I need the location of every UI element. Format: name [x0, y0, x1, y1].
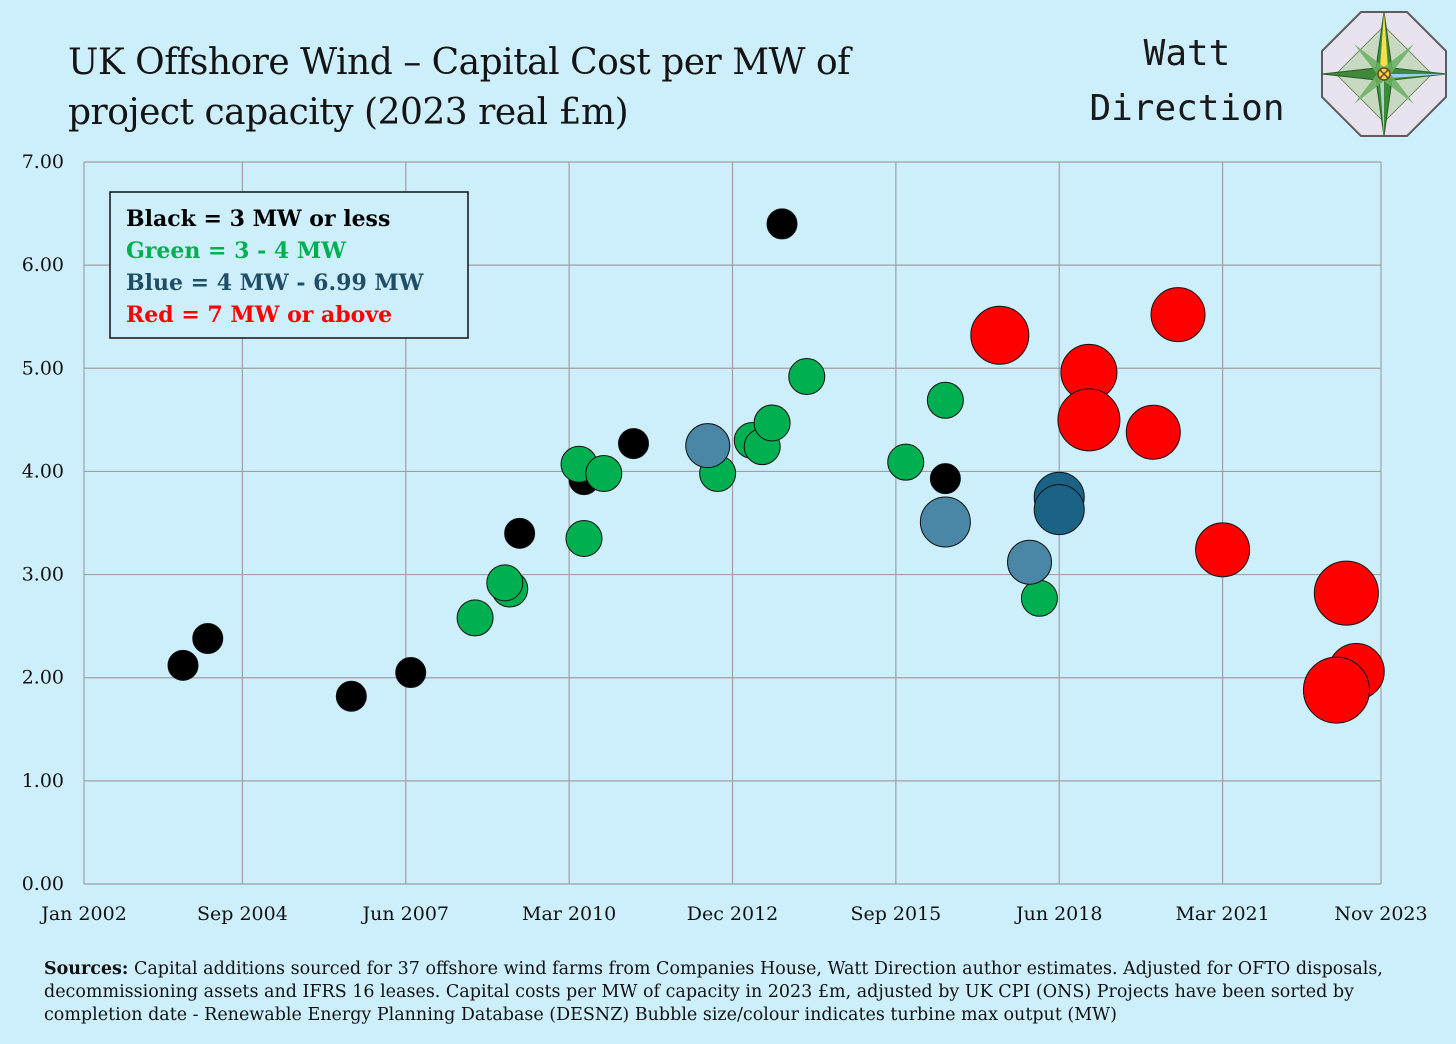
data-point-red: [970, 305, 1030, 365]
y-tick-label: 1.00: [22, 770, 64, 792]
brand-line-2: Direction: [1089, 88, 1285, 129]
x-tick-label: Mar 2021: [1175, 903, 1269, 925]
y-tick-label: 2.00: [22, 667, 64, 689]
data-point-blue: [919, 496, 971, 548]
data-point-black: [504, 517, 536, 549]
sources-label: Sources:: [44, 959, 129, 979]
data-point-blue: [1033, 484, 1085, 536]
sources-note: Sources: Capital additions sourced for 3…: [44, 958, 1414, 1027]
y-tick-label: 3.00: [22, 564, 64, 586]
data-point-red: [1313, 560, 1379, 626]
data-point-green: [456, 599, 494, 637]
chart-title: UK Offshore Wind – Capital Cost per MW o…: [68, 38, 968, 138]
data-point-green: [585, 454, 623, 492]
data-point-green: [565, 519, 603, 557]
data-point-black: [395, 657, 427, 689]
data-point-green: [486, 564, 524, 602]
data-point-green: [753, 404, 791, 442]
data-point-green: [926, 381, 964, 419]
data-point-black: [617, 428, 649, 460]
sources-text: Capital additions sourced for 37 offshor…: [44, 959, 1383, 1025]
data-point-red: [1302, 656, 1370, 724]
data-point-green: [1020, 579, 1058, 617]
data-point-red: [1125, 404, 1181, 460]
y-tick-label: 6.00: [22, 254, 64, 276]
data-point-blue: [685, 423, 731, 469]
legend-entry: Black = 3 MW or less: [126, 206, 390, 232]
y-tick-label: 5.00: [22, 357, 64, 379]
x-tick-label: Nov 2023: [1334, 903, 1427, 925]
x-tick-label: Sep 2004: [197, 903, 288, 925]
title-line-2: project capacity (2023 real £m): [68, 92, 629, 133]
y-tick-label: 7.00: [22, 151, 64, 173]
data-point-black: [335, 680, 367, 712]
data-point-red: [1195, 522, 1251, 578]
x-tick-label: Dec 2012: [687, 903, 779, 925]
x-tick-label: Sep 2015: [850, 903, 941, 925]
legend-entry: Red = 7 MW or above: [126, 302, 392, 328]
data-point-green: [788, 358, 826, 396]
brand-line-1: Watt: [1143, 33, 1231, 74]
data-point-red: [1150, 287, 1206, 343]
x-tick-label: Jun 2018: [1014, 903, 1102, 925]
legend-entry: Green = 3 - 4 MW: [126, 238, 346, 264]
data-point-green: [887, 443, 925, 481]
x-tick-label: Jun 2007: [361, 903, 449, 925]
legend-entry: Blue = 4 MW - 6.99 MW: [126, 270, 424, 296]
data-point-black: [167, 649, 199, 681]
data-point-black: [192, 623, 224, 655]
compass-logo-icon: [1321, 11, 1447, 137]
data-point-black: [766, 208, 798, 240]
brand-wordmark: Watt Direction: [1062, 26, 1312, 136]
x-tick-label: Jan 2002: [39, 903, 127, 925]
x-tick-label: Mar 2010: [522, 903, 616, 925]
y-tick-label: 4.00: [22, 460, 64, 482]
title-line-1: UK Offshore Wind – Capital Cost per MW o…: [68, 42, 851, 83]
data-point-red: [1057, 388, 1121, 452]
y-tick-label: 0.00: [22, 873, 64, 895]
data-point-black: [929, 463, 961, 495]
data-point-blue: [1007, 539, 1053, 585]
legend-box: [109, 191, 469, 339]
